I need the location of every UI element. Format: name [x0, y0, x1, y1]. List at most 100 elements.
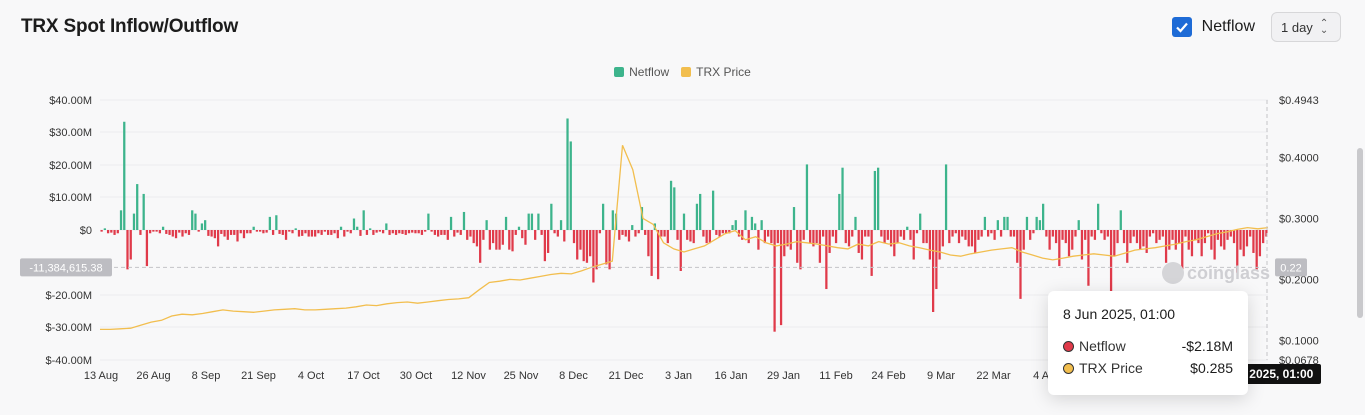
netflow-bar [375, 230, 378, 233]
netflow-bar [268, 216, 271, 230]
netflow-bar [356, 226, 359, 230]
netflow-bar [711, 190, 715, 230]
coinglass-logo-icon [1162, 262, 1184, 284]
netflow-bar [504, 216, 508, 230]
netflow-bar [511, 230, 514, 252]
netflow-bar [136, 184, 139, 230]
page-scrollbar[interactable] [1357, 148, 1363, 318]
netflow-bar [673, 187, 676, 230]
netflow-bar [750, 216, 754, 230]
netflow-bar [592, 230, 595, 283]
netflow-bar [1200, 230, 1203, 257]
netflow-bar [210, 230, 213, 237]
chart-legend: Netflow TRX Price [0, 65, 1365, 79]
netflow-bar [394, 230, 398, 235]
netflow-bar [527, 213, 530, 230]
netflow-bar [637, 230, 640, 234]
x-axis-tick-label: 25 Nov [504, 370, 539, 382]
netflow-bar [983, 216, 987, 230]
netflow-bar [343, 230, 346, 237]
left-axis-tick-label: $-30.00M [46, 322, 92, 334]
netflow-bar [472, 230, 475, 244]
netflow-bar [1139, 230, 1142, 250]
netflow-bar [388, 230, 391, 235]
netflow-bar [365, 230, 369, 235]
netflow-checkbox-label[interactable]: Netflow [1201, 18, 1255, 35]
netflow-bar [598, 230, 602, 234]
netflow-bar [281, 230, 284, 235]
netflow-bar [715, 230, 718, 235]
netflow-bar [1171, 230, 1174, 240]
netflow-bar [543, 230, 547, 262]
netflow-bar [744, 210, 747, 230]
netflow-bar [838, 193, 841, 230]
left-axis-tick-label: $30.00M [49, 127, 92, 139]
netflow-bar [1003, 216, 1006, 230]
price-dot-icon [1063, 362, 1074, 374]
netflow-bar [1116, 230, 1119, 244]
netflow-bar [666, 230, 669, 244]
netflow-bar [158, 230, 161, 234]
netflow-bar [854, 216, 857, 230]
left-axis-tick-label: $-40.00M [46, 355, 92, 367]
netflow-bar [540, 230, 543, 235]
legend-item-netflow[interactable]: Netflow [614, 65, 669, 79]
netflow-bar [980, 230, 983, 237]
tooltip-label-trx-price: TRX Price [1079, 360, 1143, 376]
netflow-bar [660, 230, 663, 237]
netflow-bar [462, 211, 466, 230]
netflow-bar [142, 193, 145, 230]
x-axis-tick-label: 30 Oct [400, 370, 432, 382]
netflow-bar [1223, 230, 1226, 250]
interval-select[interactable]: 1 day ⌃ ⌄ [1271, 12, 1341, 42]
netflow-bar [246, 230, 249, 234]
netflow-bar [809, 230, 812, 244]
netflow-bar [414, 230, 417, 234]
netflow-bar [902, 230, 906, 240]
netflow-bar [252, 226, 255, 230]
netflow-bar [333, 230, 336, 234]
netflow-bar [935, 230, 938, 290]
netflow-bar [1022, 230, 1025, 250]
netflow-bar [669, 180, 673, 230]
legend-label-trx-price: TRX Price [696, 65, 751, 79]
netflow-bar [702, 230, 705, 237]
netflow-bar [323, 230, 326, 232]
netflow-bar [718, 230, 721, 237]
netflow-bar [204, 220, 207, 230]
netflow-bar [941, 230, 944, 247]
netflow-bar [433, 230, 437, 235]
netflow-checkbox[interactable] [1171, 17, 1192, 37]
netflow-bar [990, 230, 993, 234]
netflow-bar [841, 167, 844, 230]
netflow-bar [1229, 230, 1232, 237]
netflow-bar [1019, 230, 1022, 299]
netflow-bar [867, 230, 870, 237]
netflow-bar [634, 230, 637, 237]
x-axis-tick-label: 13 Aug [84, 370, 118, 382]
netflow-bar [220, 230, 223, 234]
netflow-bar [126, 230, 129, 270]
netflow-bar [886, 230, 889, 240]
netflow-bar [1181, 230, 1184, 270]
legend-item-trx-price[interactable]: TRX Price [681, 65, 751, 79]
netflow-bar [255, 230, 259, 232]
netflow-bar [676, 230, 679, 240]
netflow-bar [1048, 230, 1051, 250]
netflow-bar [566, 118, 569, 230]
netflow-bar [608, 230, 611, 270]
netflow-bar [805, 164, 809, 230]
netflow-bar [149, 230, 152, 234]
netflow-bar [770, 230, 773, 244]
netflow-bar [488, 230, 492, 250]
netflow-bar [1174, 230, 1177, 250]
netflow-bar [181, 230, 184, 237]
netflow-bar [582, 230, 585, 262]
netflow-bar [844, 230, 847, 244]
netflow-bar [278, 230, 281, 234]
netflow-bar [174, 230, 178, 239]
netflow-bar [796, 230, 799, 263]
netflow-bar [242, 230, 246, 239]
netflow-bar [1009, 230, 1012, 237]
